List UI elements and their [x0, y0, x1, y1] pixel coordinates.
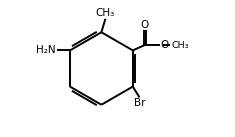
Text: CH₃: CH₃	[171, 41, 188, 49]
Text: CH₃: CH₃	[96, 8, 115, 18]
Text: Br: Br	[134, 98, 146, 108]
Text: O: O	[160, 40, 168, 50]
Text: H₂N: H₂N	[36, 45, 56, 55]
Text: O: O	[141, 20, 149, 30]
